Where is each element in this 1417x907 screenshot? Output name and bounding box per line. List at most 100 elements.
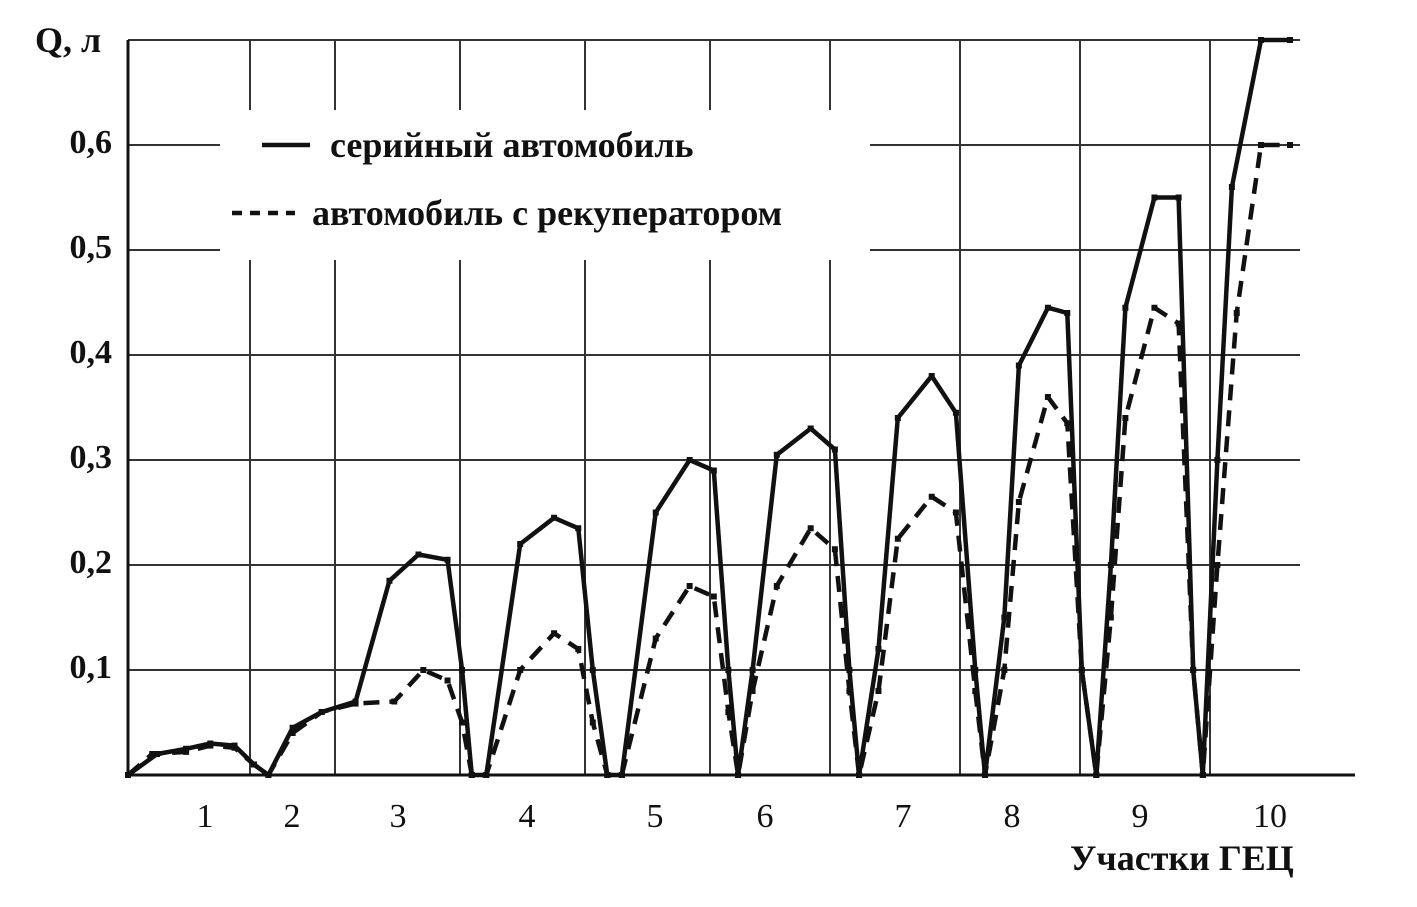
series-point — [483, 772, 490, 778]
series-point — [981, 772, 988, 778]
series-point — [894, 415, 901, 421]
chart-series — [125, 37, 1293, 778]
series-point — [125, 772, 131, 778]
series-point — [1190, 667, 1197, 673]
x-tick-label: 4 — [519, 798, 536, 835]
series-point — [1214, 562, 1221, 568]
series-point — [735, 772, 742, 778]
series-point — [1175, 194, 1182, 201]
series-point — [468, 772, 475, 778]
chart-axes — [126, 40, 1355, 777]
series-point — [686, 583, 693, 589]
series-point — [1044, 304, 1051, 311]
series-point — [952, 409, 959, 416]
series-point — [589, 667, 596, 673]
series-point — [710, 467, 717, 474]
legend-background — [220, 110, 870, 260]
series-point — [831, 546, 838, 553]
series-point — [318, 709, 325, 715]
series-point — [928, 493, 935, 500]
series-point — [517, 667, 524, 673]
series-point — [391, 698, 398, 705]
series-point — [1199, 772, 1206, 778]
y-tick-label: 0,5 — [70, 229, 113, 266]
series-point — [183, 745, 190, 752]
series-point — [1287, 142, 1293, 148]
x-tick-label: 5 — [647, 798, 664, 835]
series-point — [725, 667, 732, 673]
series-point — [875, 688, 882, 694]
series-point — [749, 688, 756, 694]
series-point — [972, 667, 979, 673]
series-point — [1122, 304, 1129, 311]
series-point — [1122, 415, 1129, 421]
series-point — [604, 772, 611, 778]
x-tick-label: 8 — [1004, 798, 1021, 835]
series-point — [807, 525, 814, 532]
series-point — [846, 688, 853, 694]
series-point — [928, 373, 935, 379]
series-point — [1078, 667, 1085, 673]
series-point — [1107, 562, 1114, 568]
series-point — [1257, 142, 1264, 148]
series-point — [459, 667, 466, 673]
series-point — [710, 593, 717, 600]
series-point — [352, 700, 359, 707]
series-point — [551, 630, 558, 637]
y-tick-label: 0,2 — [70, 544, 113, 581]
series-point — [517, 541, 524, 547]
series-point — [1064, 310, 1071, 316]
series-point — [686, 457, 693, 463]
series-point — [551, 514, 558, 521]
series-point — [415, 551, 422, 558]
series-point — [1044, 394, 1051, 400]
series-point — [1001, 614, 1008, 621]
series-point — [1287, 37, 1293, 43]
series-point — [1233, 310, 1240, 316]
series-point — [265, 772, 272, 778]
series-point — [972, 688, 979, 694]
series-point — [1151, 304, 1158, 311]
series-point — [1175, 320, 1182, 327]
series-point — [1151, 194, 1158, 201]
series-point — [807, 425, 814, 432]
series-point — [1015, 362, 1022, 369]
series-point — [1064, 420, 1071, 427]
series-point — [875, 646, 882, 652]
series-point — [846, 667, 853, 673]
series-point — [1015, 499, 1022, 505]
x-tick-label: 3 — [390, 798, 407, 835]
x-tick-label: 6 — [757, 798, 774, 835]
series-point — [250, 761, 257, 768]
x-tick-label: 1 — [197, 798, 214, 835]
series-point — [575, 525, 582, 532]
series-point — [894, 535, 901, 542]
series-point — [420, 667, 427, 673]
series-point — [231, 744, 238, 751]
series-point — [618, 772, 625, 778]
series-point — [652, 509, 659, 516]
series-point — [589, 719, 596, 726]
series-point — [856, 772, 863, 778]
series-point — [652, 635, 659, 642]
series-point — [952, 509, 959, 516]
series-point — [459, 719, 466, 726]
x-tick-label: 2 — [284, 798, 301, 835]
series-point — [289, 730, 296, 736]
series-point — [575, 646, 582, 652]
series-point — [1107, 614, 1114, 621]
x-axis-label: Участки ГЕЦ — [1070, 838, 1294, 878]
series-point — [749, 667, 756, 673]
y-tick-label: 0,3 — [70, 439, 113, 476]
legend-label-dashed: автомобиль с рекуператором — [312, 193, 782, 233]
x-tick-labels: 1 2 3 4 5 6 7 8 9 10 — [197, 798, 1288, 835]
series-point — [831, 446, 838, 453]
x-tick-label: 7 — [895, 798, 912, 835]
series-point — [773, 451, 780, 458]
series-point — [444, 556, 451, 563]
series-point — [773, 583, 780, 589]
y-tick-label: 0,4 — [70, 334, 113, 371]
series-point — [1001, 667, 1008, 673]
x-tick-label: 9 — [1132, 798, 1149, 835]
